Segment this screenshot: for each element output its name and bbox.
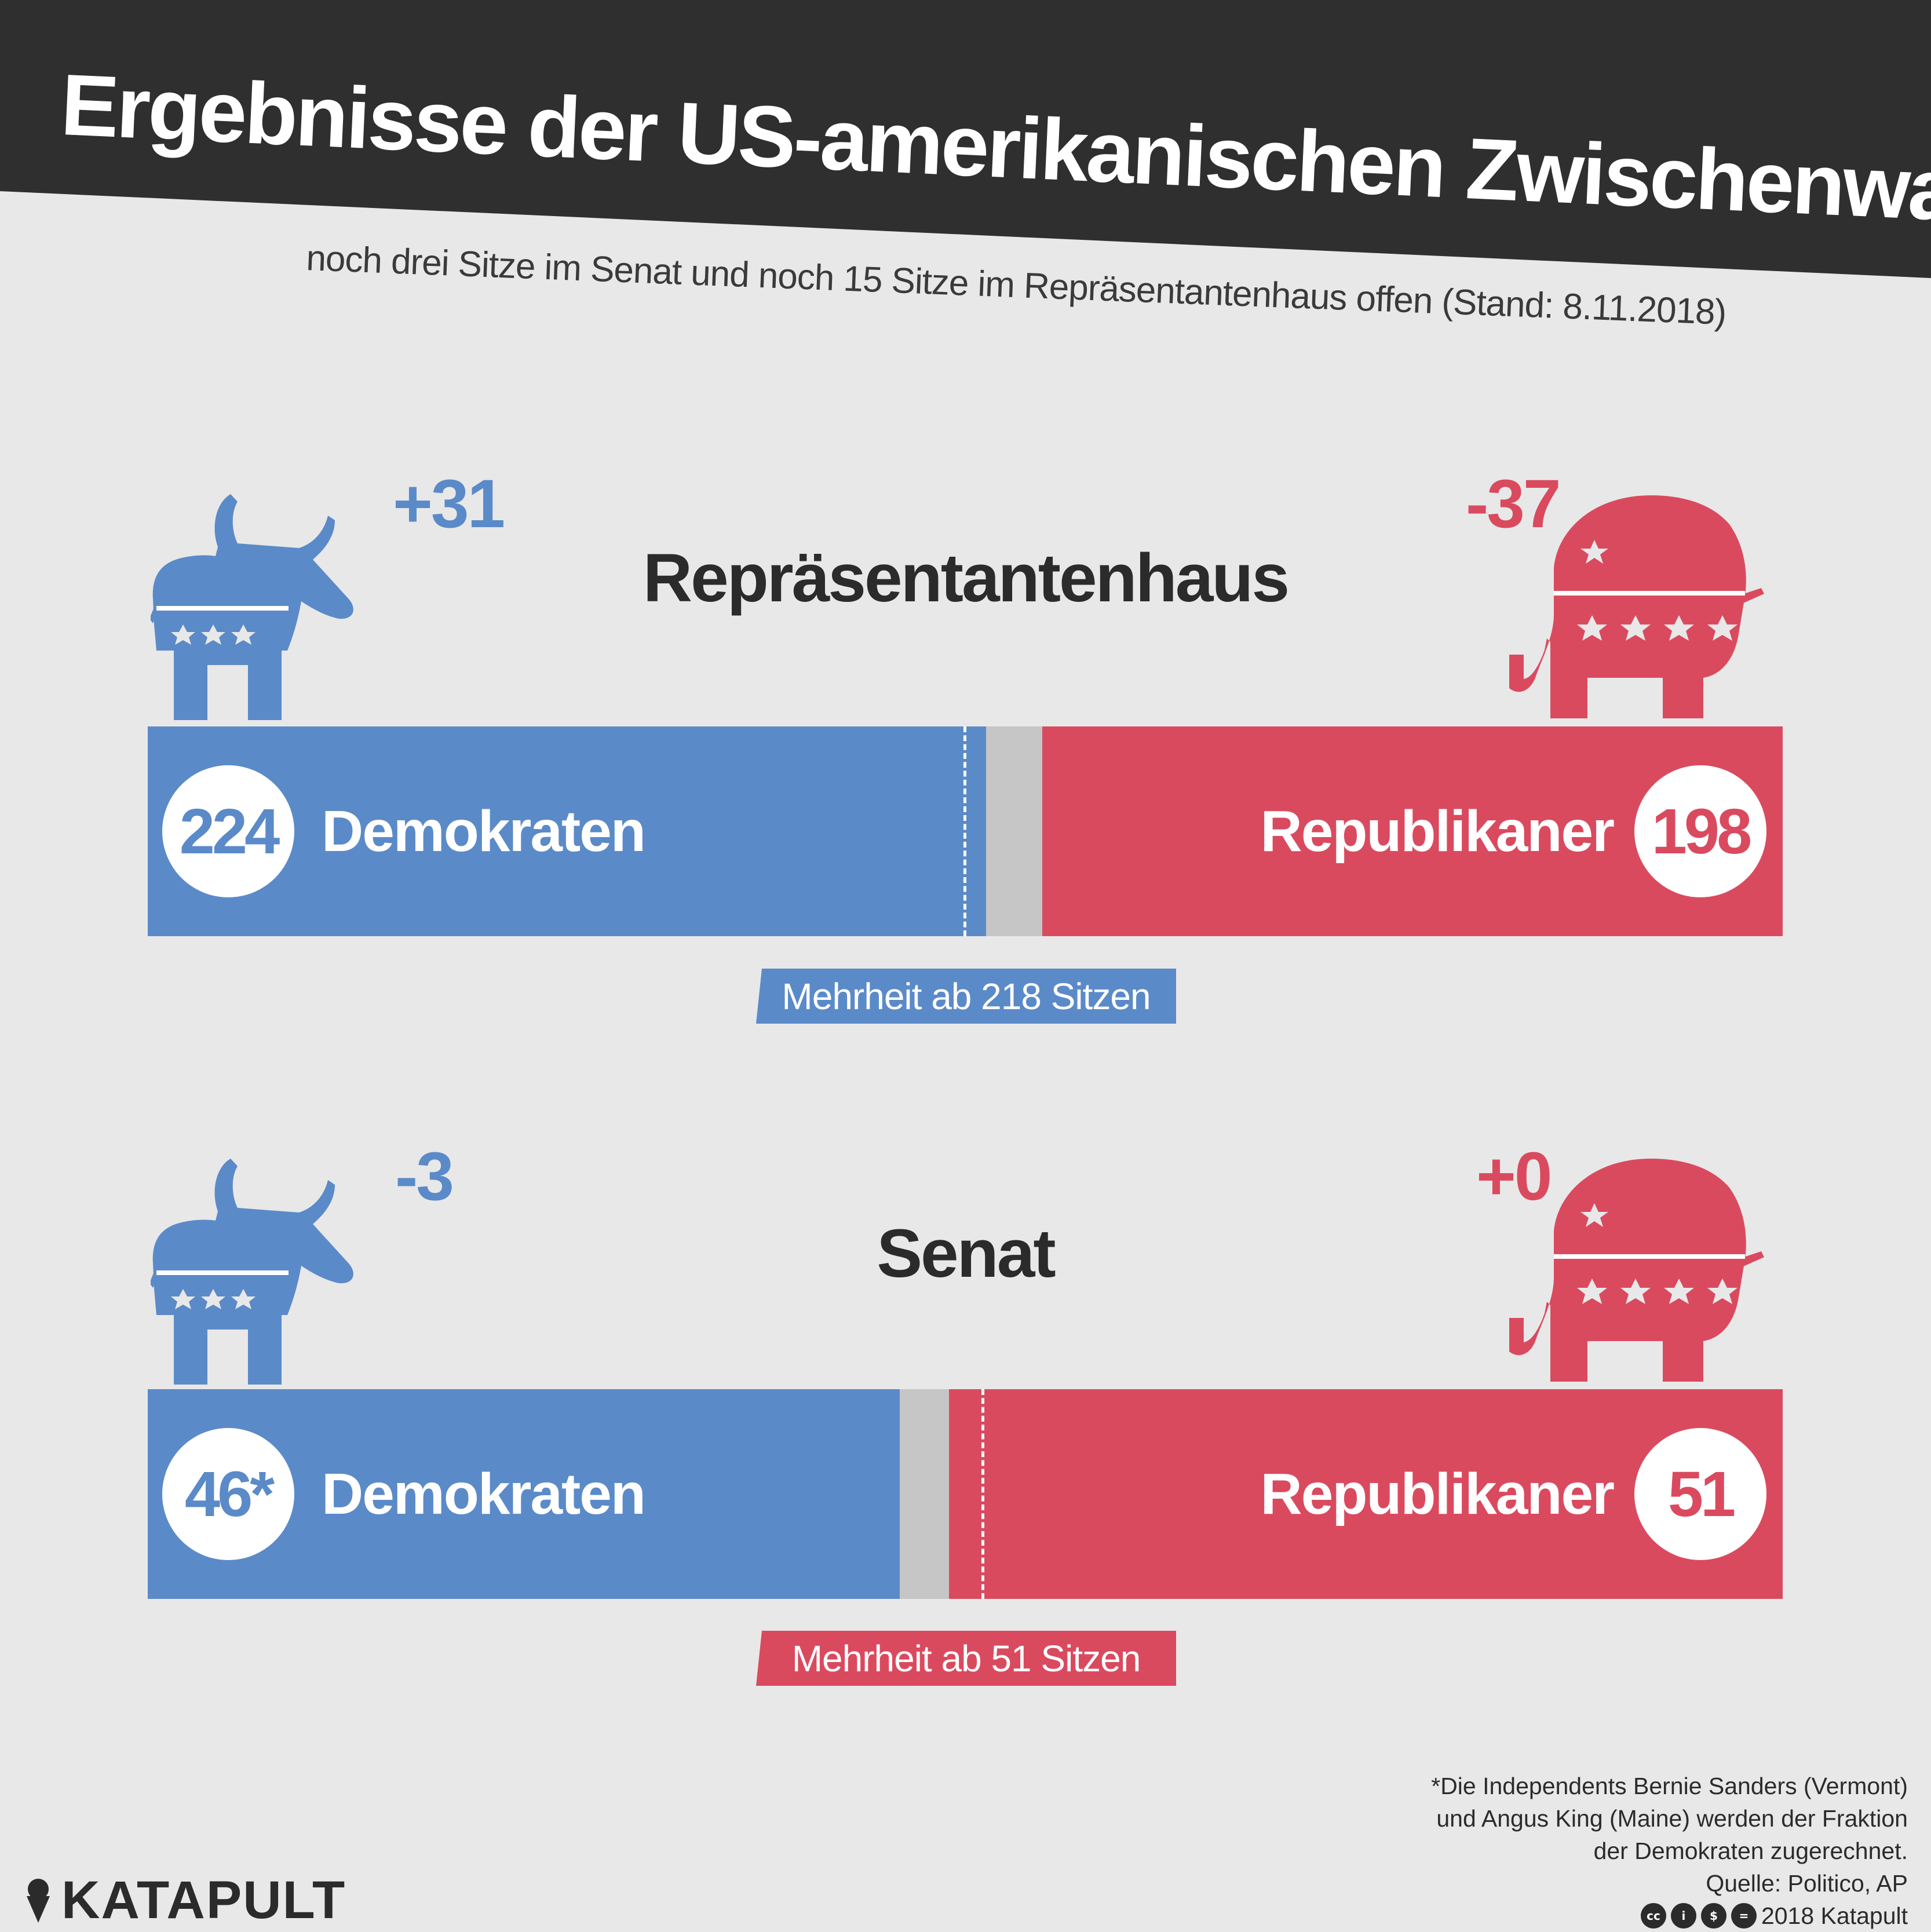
footnote-line: und Angus King (Maine) werden der Frakti… <box>1436 1805 1908 1832</box>
ice-cream-cone-icon <box>27 1878 50 1923</box>
house-rep-label: Republikaner <box>1260 799 1615 864</box>
donkey-blanket-line <box>156 606 289 611</box>
senate-dem-change: -3 <box>395 1138 454 1215</box>
house-majority-line <box>963 726 966 936</box>
cc-icon: cc <box>1640 1903 1666 1929</box>
senate-majority-line <box>981 1389 984 1599</box>
senate-open-bar <box>900 1389 949 1599</box>
by-icon: i <box>1670 1903 1696 1929</box>
donkey-blanket-line <box>156 1270 289 1275</box>
house-dem-label: Demokraten <box>322 799 646 864</box>
house-rep-seats: 198 <box>1634 765 1766 897</box>
house-title: Repräsentantenhaus <box>643 540 1290 616</box>
house-rep-change: -37 <box>1466 466 1561 542</box>
house-majority-label: Mehrheit ab 218 Sitzen <box>756 969 1176 1024</box>
house-dem-seats: 224 <box>162 765 294 897</box>
logo-text: KATAPULT <box>61 1871 346 1930</box>
senate-rep-label: Republikaner <box>1260 1462 1615 1526</box>
footnote-line: der Demokraten zugerechnet. <box>1593 1838 1908 1864</box>
donkey-icon <box>151 1159 353 1385</box>
elephant-blanket-line <box>1554 1254 1745 1259</box>
license-row: cc i $ = 2018 Katapult <box>1431 1900 1908 1932</box>
senate-dem-label: Demokraten <box>322 1462 646 1526</box>
senate-title: Senat <box>877 1215 1056 1292</box>
elephant-blanket-line <box>1554 591 1745 596</box>
house-seat-bar: 224 Demokraten Republikaner 198 <box>148 726 1783 936</box>
nd-icon: = <box>1731 1903 1757 1929</box>
senate-rep-change: +0 <box>1476 1138 1553 1215</box>
senate-majority-label: Mehrheit ab 51 Sitzen <box>756 1631 1176 1686</box>
elephant-icon <box>1509 1159 1764 1382</box>
elephant-icon <box>1509 495 1764 718</box>
donkey-icon <box>151 494 353 720</box>
footnote: *Die Independents Bernie Sanders (Vermon… <box>1431 1770 1908 1932</box>
senate-dem-seats: 46* <box>162 1428 294 1560</box>
senate-rep-seats: 51 <box>1634 1428 1766 1560</box>
house-dem-change: +31 <box>393 466 505 542</box>
footnote-line: *Die Independents Bernie Sanders (Vermon… <box>1431 1773 1908 1799</box>
house-open-bar <box>986 726 1042 936</box>
katapult-logo: KATAPULT <box>23 1870 346 1931</box>
copyright-text: 2018 Katapult <box>1761 1902 1908 1929</box>
source-text: Quelle: Politico, AP <box>1706 1870 1908 1897</box>
senate-seat-bar: 46* Demokraten Republikaner 51 <box>148 1389 1783 1599</box>
nc-icon: $ <box>1700 1903 1726 1929</box>
